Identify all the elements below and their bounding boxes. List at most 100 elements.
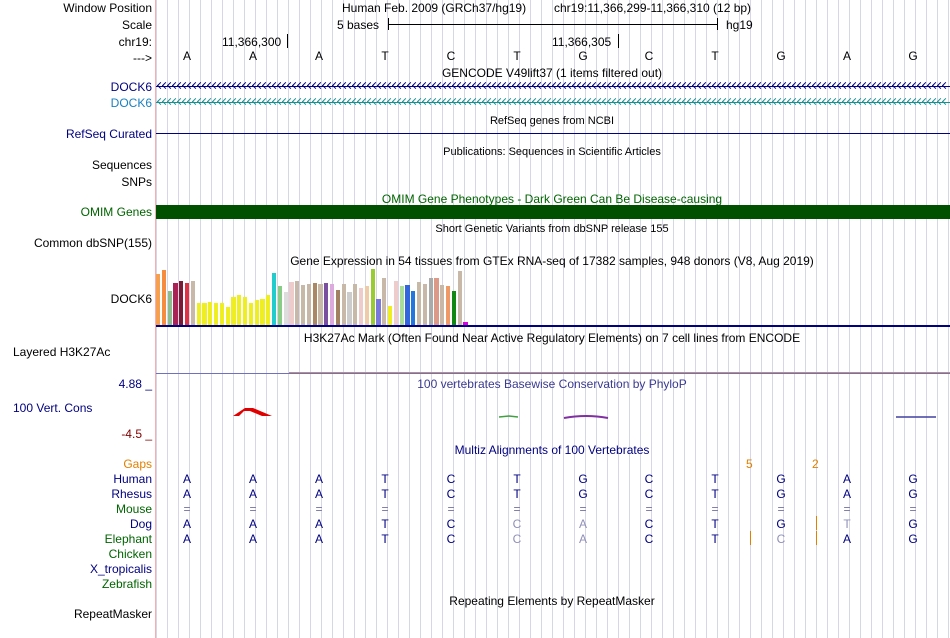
grid-line (552, 0, 553, 638)
species-dog[interactable]: Dog (129, 517, 152, 531)
gtex-tissue-bar[interactable] (167, 291, 172, 325)
strand-arrow (941, 97, 950, 106)
gtex-tissue-bar[interactable] (388, 306, 393, 325)
gtex-tissue-bar[interactable] (312, 283, 317, 325)
gtex-tissue-bar[interactable] (393, 281, 399, 325)
gtex-tissue-bar[interactable] (173, 283, 178, 325)
gtex-tissue-bar[interactable] (324, 283, 329, 325)
gtex-track-title: Gene Expression in 54 tissues from GTEx … (290, 254, 814, 268)
gtex-tissue-bar[interactable] (248, 303, 254, 325)
gtex-dock6-label[interactable]: DOCK6 (110, 292, 152, 306)
gtex-tissue-bar[interactable] (202, 303, 207, 325)
window-position-value: chr19:11,366,299-11,366,310 (12 bp) (554, 1, 752, 15)
gtex-tissue-bar[interactable] (451, 291, 457, 325)
species-chicken[interactable]: Chicken (108, 547, 152, 561)
gtex-tissue-bar[interactable] (306, 284, 312, 325)
grid-line (519, 0, 520, 638)
dock6-transcript-1[interactable] (156, 81, 950, 92)
gtex-tissue-bar[interactable] (295, 281, 300, 325)
h3k27ac-signal-line[interactable] (156, 373, 950, 374)
repeatmasker-label[interactable]: RepeatMasker (73, 607, 152, 621)
species-human[interactable]: Human (113, 472, 152, 486)
gtex-tissue-bar[interactable] (341, 284, 346, 325)
common-dbsnp-label[interactable]: Common dbSNP(155) (33, 236, 152, 250)
grid-line (178, 0, 179, 638)
gtex-tissue-bar[interactable] (347, 292, 352, 325)
snps-label[interactable]: SNPs (121, 175, 152, 189)
phylop-track-label[interactable]: 100 Vert. Cons (13, 401, 93, 415)
gtex-tissue-bar[interactable] (457, 271, 462, 325)
gtex-tissue-bar[interactable] (225, 307, 230, 325)
gaps-label[interactable]: Gaps (123, 457, 152, 471)
omim-genes-label[interactable]: OMIM Genes (80, 205, 152, 219)
gtex-tissue-bar[interactable] (185, 283, 190, 325)
grid-line (475, 0, 476, 638)
species-x-tropicalis[interactable]: X_tropicalis (89, 562, 152, 576)
gtex-tissue-bar[interactable] (283, 292, 288, 325)
dock6-transcript-2[interactable] (156, 97, 950, 108)
grid-line (827, 0, 828, 638)
gtex-tissue-bar[interactable] (370, 269, 375, 325)
aligned-base: C (776, 532, 786, 546)
gtex-tissue-bar[interactable] (156, 274, 161, 325)
gtex-tissue-bar[interactable] (208, 302, 213, 325)
gtex-tissue-bar[interactable] (411, 291, 416, 325)
grid-line (915, 0, 916, 638)
gtex-tissue-bar[interactable] (405, 285, 410, 325)
gtex-tissue-bar[interactable] (272, 273, 277, 325)
gtex-tissue-bar[interactable] (422, 284, 428, 325)
sequences-label[interactable]: Sequences (91, 158, 152, 172)
base-letter: A (314, 49, 323, 63)
gencode-dock6-label[interactable]: DOCK6 (110, 80, 152, 94)
track-data-area[interactable]: Human Feb. 2009 (GRCh37/hg19) chr19:11,3… (156, 0, 950, 638)
grid-line (684, 0, 685, 638)
species-mouse[interactable]: Mouse (115, 502, 152, 516)
gtex-tissue-bar[interactable] (254, 300, 259, 325)
gtex-tissue-bar[interactable] (364, 286, 370, 325)
refseq-gene-line[interactable] (156, 133, 950, 134)
gencode-dock6-label-2[interactable]: DOCK6 (110, 96, 152, 110)
gtex-tissue-bar[interactable] (301, 285, 306, 325)
aligned-base: A (314, 532, 323, 546)
gtex-bar-chart[interactable] (156, 268, 536, 325)
gtex-tissue-bar[interactable] (382, 278, 387, 325)
gtex-tissue-bar[interactable] (219, 303, 225, 325)
gtex-tissue-bar[interactable] (335, 290, 341, 325)
gtex-tissue-bar[interactable] (376, 299, 381, 325)
gtex-tissue-bar[interactable] (237, 295, 242, 325)
grid-line (816, 0, 817, 638)
species-elephant[interactable]: Elephant (104, 532, 152, 546)
gtex-tissue-bar[interactable] (330, 284, 335, 325)
omim-gene-bar[interactable] (156, 205, 950, 219)
gtex-tissue-bar[interactable] (190, 281, 196, 325)
gtex-tissue-bar[interactable] (434, 278, 439, 325)
grid-line (607, 0, 608, 638)
gtex-tissue-bar[interactable] (179, 281, 184, 325)
refseq-curated-label[interactable]: RefSeq Curated (65, 127, 152, 141)
gtex-tissue-bar[interactable] (359, 288, 364, 325)
gtex-tissue-bar[interactable] (440, 285, 445, 325)
gtex-tissue-bar[interactable] (463, 322, 468, 325)
gtex-tissue-bar[interactable] (318, 284, 323, 325)
gtex-tissue-bar[interactable] (289, 282, 294, 325)
aligned-base: A (182, 472, 191, 486)
gtex-tissue-bar[interactable] (260, 299, 265, 325)
gtex-tissue-bar[interactable] (277, 286, 283, 325)
gtex-tissue-bar[interactable] (214, 303, 219, 325)
grid-line (772, 0, 773, 638)
strand-arrow-label[interactable]: ---> (133, 51, 152, 65)
gtex-tissue-bar[interactable] (243, 297, 248, 325)
gtex-tissue-bar[interactable] (161, 270, 167, 325)
gtex-tissue-bar[interactable] (417, 282, 422, 325)
gtex-tissue-bar[interactable] (446, 286, 451, 325)
gtex-tissue-bar[interactable] (196, 303, 201, 325)
gtex-tissue-bar[interactable] (428, 278, 433, 325)
gtex-tissue-bar[interactable] (266, 295, 271, 325)
gtex-tissue-bar[interactable] (231, 297, 236, 325)
layered-h3k27ac-label[interactable]: Layered H3K27Ac (13, 345, 111, 359)
species-rhesus[interactable]: Rhesus (111, 487, 152, 501)
species-zebrafish[interactable]: Zebrafish (101, 577, 152, 591)
phylop-signal[interactable] (156, 400, 950, 430)
gtex-tissue-bar[interactable] (399, 286, 404, 325)
gtex-tissue-bar[interactable] (353, 284, 358, 325)
